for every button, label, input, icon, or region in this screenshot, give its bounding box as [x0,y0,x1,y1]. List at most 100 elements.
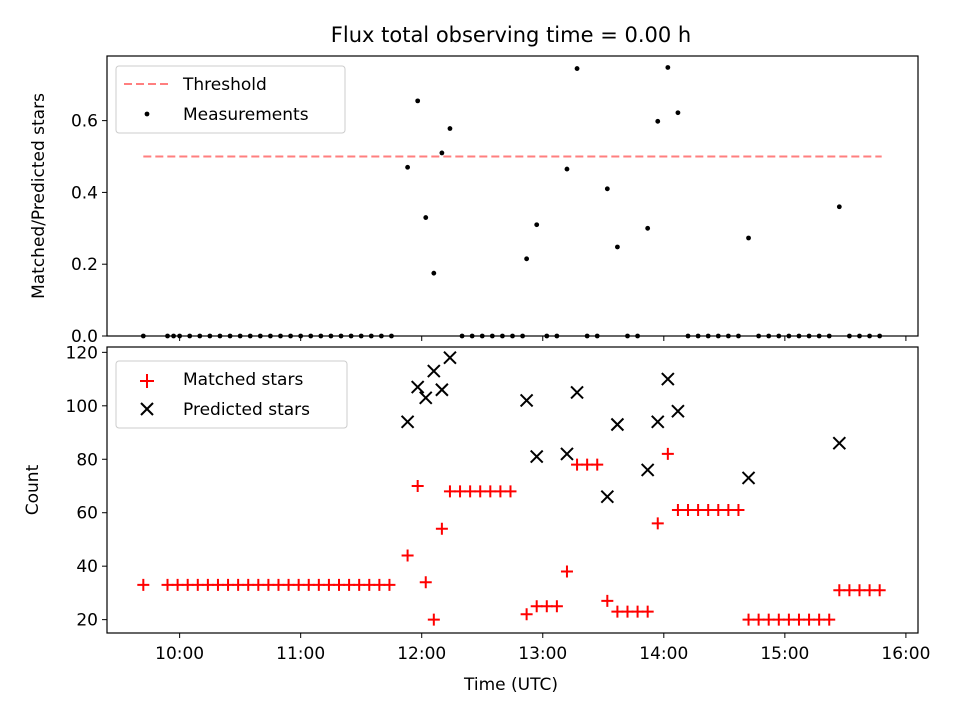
measurement-point [645,225,651,231]
bottom-y-tick-label: 40 [76,557,98,577]
matched-point [443,485,456,498]
x-tick-label: 10:00 [155,644,204,664]
predicted-point [443,350,457,365]
predicted-point [610,417,625,432]
matched-point [252,578,265,591]
matched-point [312,578,325,591]
top-y-tick-label: 0.4 [71,183,98,203]
predicted-point [519,393,534,408]
measurement-point [665,65,671,70]
legend-matched-label: Matched stars [183,370,303,390]
bottom-y-tick-label: 100 [66,397,98,417]
matched-point [282,578,295,591]
measurement-point [655,118,661,124]
matched-point [137,578,150,591]
top-panel: 0.0 0.2 0.4 0.6 Matched/Predicted stars Thr… [29,55,919,347]
matched-point [550,600,563,613]
top-axes-frame [106,55,919,337]
predicted-point [671,404,685,418]
matched-point [833,584,846,597]
matched-point [211,578,224,591]
bottom-axes-frame [106,346,919,634]
matched-point [302,578,315,591]
matched-point [682,504,695,517]
matched-point [520,608,533,621]
matched-point [722,504,735,517]
matched-point [702,504,715,517]
matched-point [232,578,245,591]
matched-point [611,605,624,618]
predicted-point [419,391,433,405]
matched-point [591,458,604,471]
bottom-y-tick-label: 80 [76,450,98,470]
matched-point [762,613,775,626]
measurement-point [415,98,421,104]
matched-point [161,578,174,591]
matched-point [383,578,396,591]
bottom-y-axis-label: Count [23,464,43,515]
matched-point [621,605,634,618]
x-tick-label: 15:00 [760,644,809,664]
matched-point [363,578,376,591]
legend-threshold-label: Threshold [182,75,267,95]
top-y-tick-label: 0.0 [71,327,98,347]
matched-point [494,485,507,498]
matched-point [181,578,194,591]
matched-point [272,578,285,591]
measurement-point [836,204,842,210]
bottom-y-ticks: 20 40 60 80 100 120 [66,343,107,631]
predicted-point [427,364,441,378]
matched-point [201,578,214,591]
legend-predicted-swatch [140,402,154,416]
matched-point [484,485,497,498]
x-tick-label: 11:00 [276,644,325,664]
matched-point [171,578,184,591]
matched-point [671,504,684,517]
matched-point [661,447,674,460]
matched-point [530,600,543,613]
matched-point [262,578,275,591]
matched-point [571,458,584,471]
matched-point [454,485,467,498]
matched-point [792,613,805,626]
matched-point [474,485,487,498]
top-legend: Threshold Measurements [115,65,346,134]
matched-point [222,578,235,591]
matched-point [401,549,414,562]
predicted-point [640,463,655,477]
matched-point [435,522,448,535]
matched-point [191,578,204,591]
matched-point [692,504,705,517]
matched-point [540,600,553,613]
matched-point [732,504,745,517]
measurement-point [447,126,453,131]
matched-point [712,504,725,517]
matched-point [641,605,654,618]
matched-point [863,584,876,597]
bottom-y-tick-label: 60 [76,504,98,524]
predicted-point [661,372,675,386]
matched-point [560,565,573,578]
measurement-point [564,166,570,172]
chart-title: Flux total observing time = 0.00 h [331,23,691,47]
matched-point [419,576,432,589]
matched-point [853,584,866,597]
legend-measurements-label: Measurements [183,105,309,125]
predicted-point [530,449,544,464]
predicted-point [410,380,425,394]
matched-point [581,458,594,471]
matched-point [651,517,664,530]
bottom-plot-area [137,350,886,626]
predicted-point [600,489,615,504]
matched-point [464,485,477,498]
matched-point [504,485,517,498]
measurement-point [431,270,437,276]
bottom-legend-box [115,360,348,429]
bottom-x-ticks: 10:00 11:00 12:00 13:00 14:00 15:00 16:00 [155,633,930,664]
predicted-point [435,383,449,397]
matched-point [813,613,826,626]
measurement-point [439,150,445,156]
predicted-point [400,415,415,429]
matched-point [373,578,386,591]
